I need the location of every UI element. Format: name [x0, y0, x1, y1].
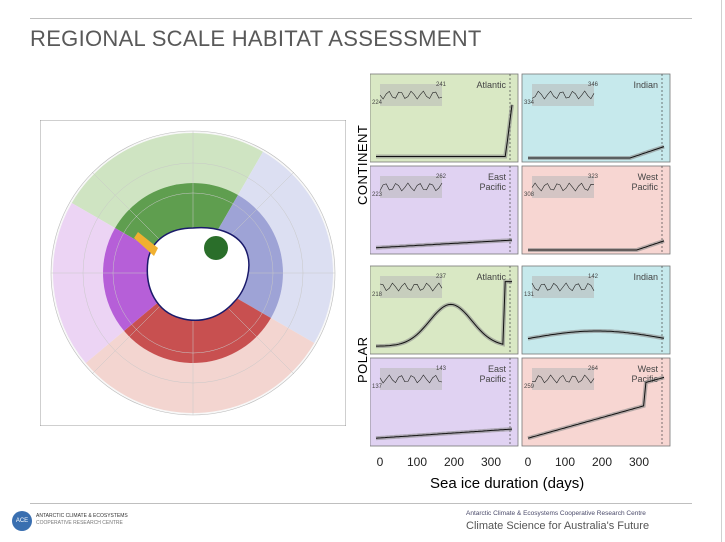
- panel-region-label: West: [638, 364, 659, 374]
- ace-logo: ACE: [12, 511, 32, 531]
- panel-region-label: Pacific: [479, 182, 506, 192]
- inset-label-high: 346: [588, 82, 599, 88]
- panel-region-label: Pacific: [631, 182, 658, 192]
- curve-line: [376, 281, 512, 347]
- row-label-polar: POLAR: [355, 336, 370, 383]
- inset-label-high: 264: [588, 366, 599, 372]
- xtick-left-100: 100: [406, 455, 428, 469]
- inset-label-low: 334: [524, 100, 535, 106]
- inset-label-high: 262: [436, 174, 447, 180]
- panel-1: Indian 346 334: [521, 73, 671, 163]
- panel-region-label: Indian: [633, 80, 658, 90]
- row-label-continent: CONTINENT: [355, 124, 370, 205]
- curve-line: [527, 330, 665, 340]
- inset-label-high: 241: [436, 82, 447, 88]
- x-axis-label: Sea ice duration (days): [430, 475, 585, 492]
- logo-line1: ANTARCTIC CLIMATE & ECOSYSTEMS: [36, 513, 128, 519]
- panel-region-label: Atlantic: [476, 80, 506, 90]
- panel-0: Atlantic 241 224: [370, 73, 519, 163]
- inset-label-high: 142: [588, 274, 599, 280]
- logo-line2: COOPERATIVE RESEARCH CENTRE: [36, 520, 123, 526]
- xtick-right-300: 300: [628, 455, 650, 469]
- panel-region-label: Indian: [633, 272, 658, 282]
- curve-line: [528, 146, 665, 159]
- bottom-divider: [30, 503, 692, 504]
- inset-label-low: 223: [372, 192, 383, 198]
- panel-region-label: Pacific: [479, 374, 506, 384]
- antarctic-sector-map: [40, 120, 346, 426]
- inset-label-low: 308: [524, 192, 535, 198]
- inset-label-low: 218: [372, 292, 383, 298]
- inset-label-high: 237: [436, 274, 447, 280]
- inset-label-low: 259: [524, 384, 535, 390]
- inset-label-low: 137: [372, 384, 383, 390]
- xtick-left-0: 0: [376, 455, 384, 469]
- inset-label-low: 224: [372, 100, 383, 106]
- panel-region-label: West: [638, 172, 659, 182]
- xtick-left-300: 300: [480, 455, 502, 469]
- curve-line: [527, 376, 665, 439]
- panel-region-label: East: [488, 364, 507, 374]
- slide-title: REGIONAL SCALE HABITAT ASSESSMENT: [30, 26, 482, 51]
- panel-region-label: Pacific: [631, 374, 658, 384]
- panel-4: Atlantic 237 218: [370, 265, 519, 355]
- xtick-left-200: 200: [443, 455, 465, 469]
- inset-label-high: 323: [588, 174, 599, 180]
- curve-line: [375, 428, 513, 439]
- footer-org: Antarctic Climate & Ecosystems Cooperati…: [466, 510, 646, 517]
- top-divider: [30, 18, 692, 19]
- xtick-right-200: 200: [591, 455, 613, 469]
- xtick-right-100: 100: [554, 455, 576, 469]
- panel-region-label: Atlantic: [476, 272, 506, 282]
- panel-5: Indian 142 131: [521, 265, 671, 355]
- sea-ice-panels: Atlantic241224Indian346334EastPacific262…: [370, 73, 671, 447]
- xtick-right-0: 0: [524, 455, 532, 469]
- curve-line: [528, 240, 665, 251]
- inset-label-low: 131: [524, 292, 535, 298]
- curve-line: [376, 104, 513, 157]
- curve-line: [375, 239, 513, 249]
- slide-edge: [721, 0, 722, 542]
- panel-region-label: East: [488, 172, 507, 182]
- footer-tagline: Climate Science for Australia's Future: [466, 520, 650, 532]
- inset-label-high: 143: [436, 366, 447, 372]
